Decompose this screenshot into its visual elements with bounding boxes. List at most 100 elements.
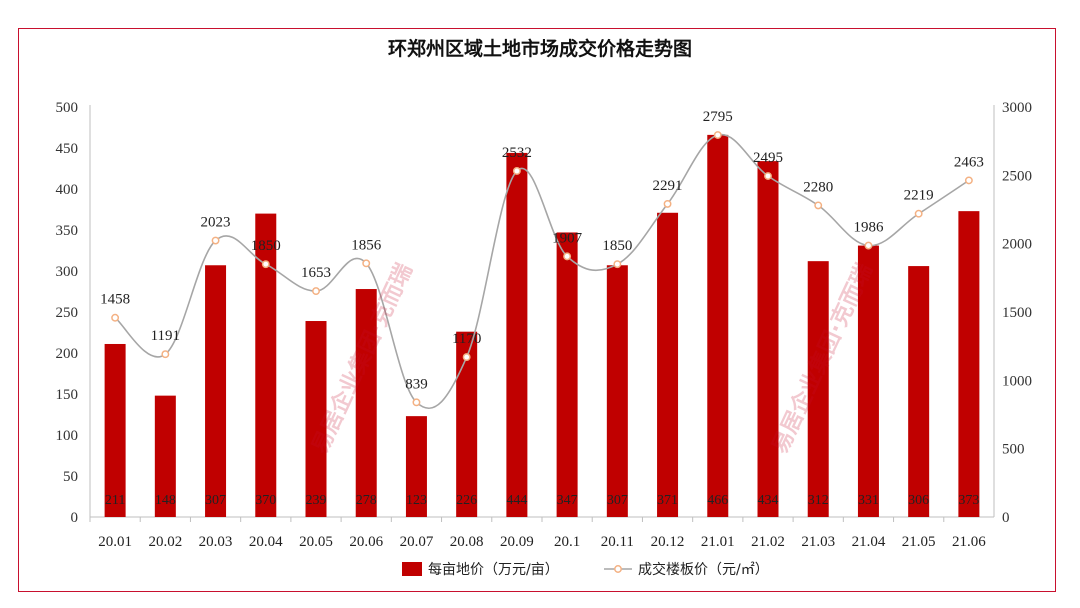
y-right-tick-label: 2000 xyxy=(1002,237,1032,253)
bar-value-label: 347 xyxy=(557,493,578,508)
line-point xyxy=(512,167,521,175)
legend-line-label: 成交楼板价（元/㎡） xyxy=(638,561,769,578)
x-tick-label: 20.07 xyxy=(400,534,434,550)
bar-value-label: 123 xyxy=(406,493,427,508)
chart-frame xyxy=(18,28,1056,592)
legend-bar-label: 每亩地价（万元/亩） xyxy=(428,561,559,578)
y-left-tick-label: 450 xyxy=(56,141,79,157)
bar xyxy=(908,266,930,517)
line-point xyxy=(111,313,120,322)
line-path xyxy=(114,133,970,409)
bar-value-label: 239 xyxy=(306,493,327,508)
line-point xyxy=(764,172,772,180)
bar-value-label: 373 xyxy=(958,493,979,508)
line-point xyxy=(412,398,421,407)
bar xyxy=(958,211,980,517)
line-value-label: 2280 xyxy=(803,179,833,195)
bar-value-label: 331 xyxy=(858,493,879,508)
bar-value-label: 444 xyxy=(506,493,527,508)
line-value-label: 2291 xyxy=(653,178,683,194)
line-value-label: 2023 xyxy=(201,215,231,231)
x-tick-label: 20.1 xyxy=(554,534,580,550)
bar-value-label: 370 xyxy=(255,493,276,508)
bar xyxy=(606,265,628,517)
y-left-tick-label: 200 xyxy=(56,346,79,362)
bar xyxy=(807,261,829,517)
line-point xyxy=(964,176,973,185)
y-left-tick-label: 250 xyxy=(56,305,79,321)
line-point xyxy=(713,131,722,139)
y-left-tick-label: 150 xyxy=(56,387,79,403)
line-value-label: 2495 xyxy=(753,150,783,166)
line-value-label: 1458 xyxy=(100,292,130,308)
chart-title: 环郑州区域土地市场成交价格走势图 xyxy=(388,37,692,60)
line-value-label: 2532 xyxy=(502,145,532,161)
x-tick-label: 20.12 xyxy=(651,534,685,550)
x-tick-label: 20.06 xyxy=(349,534,383,550)
y-left-tick-label: 300 xyxy=(56,264,79,280)
legend-line-marker xyxy=(614,565,622,573)
line-value-label: 1653 xyxy=(301,265,331,281)
bar-value-label: 434 xyxy=(758,493,779,508)
x-tick-label: 21.06 xyxy=(952,534,986,550)
legend-bar-swatch xyxy=(402,562,422,576)
x-tick-label: 21.05 xyxy=(902,534,936,550)
bar-value-label: 371 xyxy=(657,493,678,508)
y-right-tick-label: 0 xyxy=(1002,510,1010,526)
bar xyxy=(405,416,427,517)
line-value-label: 1850 xyxy=(602,238,632,254)
bar xyxy=(255,213,277,517)
bar xyxy=(657,212,679,517)
line-value-label: 1191 xyxy=(151,328,180,344)
bar xyxy=(857,245,879,517)
line-point xyxy=(814,201,823,210)
line-point xyxy=(613,260,622,269)
bar xyxy=(757,161,779,517)
y-left-tick-label: 50 xyxy=(63,469,78,485)
x-tick-label: 20.05 xyxy=(299,534,333,550)
line-point xyxy=(312,287,320,296)
x-tick-label: 20.04 xyxy=(249,534,283,550)
line-point xyxy=(362,259,371,268)
y-right-tick-label: 500 xyxy=(1002,442,1025,458)
line-value-label: 1850 xyxy=(251,238,281,254)
bar-value-label: 148 xyxy=(155,493,176,508)
axes: 0 50 100 150 200 250 300 350 400 450 500 0 500 1000 15… xyxy=(56,100,1033,550)
y-left-tick-label: 350 xyxy=(56,223,79,239)
x-tick-label: 20.02 xyxy=(148,534,182,550)
y-left-tick-label: 0 xyxy=(71,510,79,526)
bar-value-label: 307 xyxy=(607,493,628,508)
bar-series xyxy=(104,134,980,518)
line-value-label: 2463 xyxy=(954,154,984,170)
line-point xyxy=(914,209,923,218)
x-tick-label: 20.03 xyxy=(199,534,233,550)
y-left-tick-label: 400 xyxy=(56,182,79,198)
bar xyxy=(556,232,578,517)
bar-value-label: 466 xyxy=(707,493,728,508)
y-left-tick-label: 100 xyxy=(56,428,79,444)
line-point xyxy=(663,199,672,208)
bar-value-label: 278 xyxy=(356,493,377,508)
y-right-tick-label: 1500 xyxy=(1002,305,1032,321)
x-tick-label: 21.01 xyxy=(701,534,735,550)
bar xyxy=(506,152,528,518)
bar-value-label: 306 xyxy=(908,493,929,508)
line-point xyxy=(462,353,471,362)
x-tick-label: 20.01 xyxy=(98,534,132,550)
line-value-label: 2795 xyxy=(703,109,733,125)
watermarks: 易居企业集团·克而瑞 易居企业集团·克而瑞 xyxy=(307,260,878,458)
bar-value-label: 307 xyxy=(205,493,226,508)
y-right-tick-label: 2500 xyxy=(1002,168,1032,184)
line-series xyxy=(111,131,973,409)
line-value-label: 1170 xyxy=(452,331,481,347)
line-point xyxy=(211,236,220,245)
x-tick-label: 21.04 xyxy=(852,534,886,550)
bar xyxy=(154,395,176,517)
data-labels: 211 148 307 370 239 278 123 226 444 347 307 371 466 4… xyxy=(100,109,984,508)
line-value-label: 1986 xyxy=(853,220,884,236)
legend: 每亩地价（万元/亩） 成交楼板价（元/㎡） xyxy=(402,561,769,578)
y-left-tick-label: 500 xyxy=(56,100,79,116)
x-tick-label: 20.08 xyxy=(450,534,484,550)
x-tick-label: 20.09 xyxy=(500,534,534,550)
